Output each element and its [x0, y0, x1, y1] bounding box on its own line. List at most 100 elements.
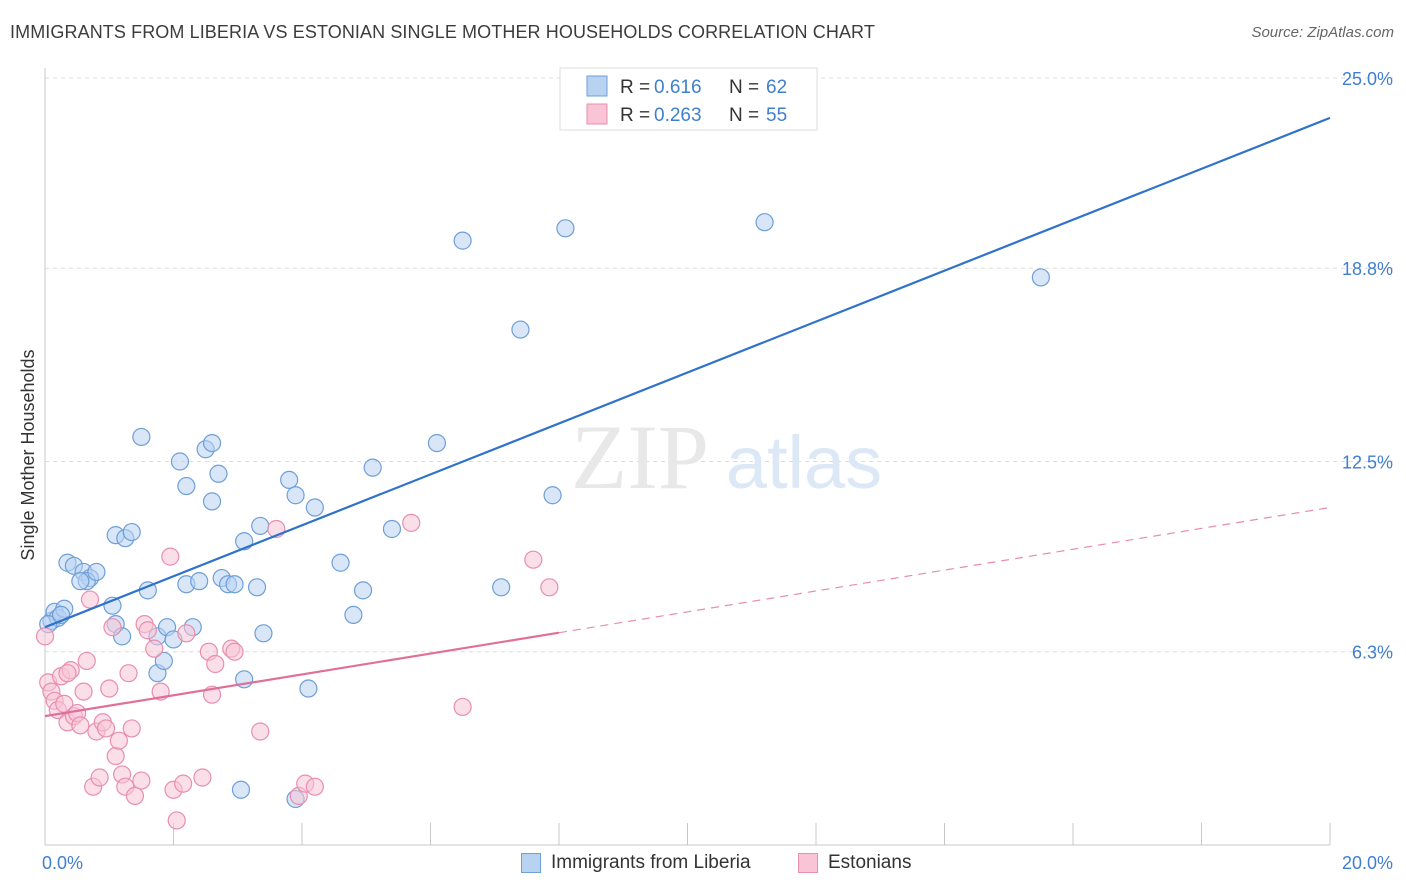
legend-top: R = 0.616 N = 62 R = 0.263 N = 55	[559, 67, 818, 131]
trend-lines	[44, 116, 1331, 718]
pink-point	[167, 811, 186, 830]
blue-point	[453, 231, 472, 250]
pink-point	[453, 697, 472, 717]
source-credit: Source: ZipAtlas.com	[1251, 24, 1394, 41]
pink-point	[90, 768, 109, 787]
blue-point	[251, 516, 270, 536]
pink-trend-line	[44, 631, 560, 718]
blue-point	[71, 572, 90, 591]
x-tick-label: 0.0%	[42, 853, 83, 873]
blue-point	[344, 605, 363, 625]
pink-point	[122, 719, 141, 738]
blue-point	[247, 578, 267, 597]
blue-point	[170, 452, 190, 471]
pink-point	[177, 624, 196, 643]
legend-r-value: 0.616	[654, 77, 702, 98]
pink-trend-line-dashed	[558, 506, 1331, 634]
pink-point	[145, 639, 164, 658]
legend-swatch-blue	[521, 853, 541, 873]
blue-point	[299, 679, 318, 698]
legend-n-label: N =	[729, 105, 759, 126]
watermark-atlas: atlas	[726, 421, 882, 504]
y-tick-label: 12.5%	[1342, 453, 1393, 473]
x-tick-label: 20.0%	[1342, 853, 1393, 873]
blue-point	[132, 427, 151, 447]
legend-n-value: 55	[766, 105, 787, 126]
blue-point	[202, 492, 222, 511]
pink-point	[402, 513, 421, 532]
data-points	[35, 213, 1050, 830]
legend-r-value: 0.263	[654, 105, 702, 126]
pink-point	[161, 547, 180, 566]
pink-point	[58, 664, 77, 683]
legend-label-liberia: Immigrants from Liberia	[551, 852, 751, 873]
pink-point	[103, 618, 122, 637]
blue-point	[427, 433, 447, 453]
watermark-zip: ZIP	[571, 406, 709, 508]
grid-lines	[45, 77, 1395, 653]
legend-swatch-pink	[798, 853, 818, 873]
blue-point	[305, 498, 324, 517]
blue-point	[280, 470, 299, 490]
legend-r-label: R =	[620, 77, 650, 98]
pink-point	[206, 654, 225, 674]
pink-point	[100, 679, 119, 698]
blue-point	[492, 578, 511, 597]
blue-point	[190, 572, 209, 591]
blue-point	[556, 219, 575, 238]
blue-point	[122, 522, 141, 542]
legend-bottom: Immigrants from Liberia Estonians	[0, 852, 1406, 878]
blue-point	[382, 519, 402, 539]
blue-point	[202, 433, 222, 453]
legend-n-value: 62	[766, 77, 787, 98]
y-tick-label: 25.0%	[1342, 69, 1393, 89]
pink-point	[524, 550, 543, 569]
pink-point	[251, 722, 270, 741]
blue-point	[1031, 268, 1050, 287]
pink-point	[132, 771, 151, 790]
pink-point	[138, 621, 157, 640]
pink-point	[80, 590, 100, 609]
legend-r-label: R =	[620, 105, 650, 126]
chart-title: IMMIGRANTS FROM LIBERIA VS ESTONIAN SING…	[10, 22, 875, 42]
blue-point	[154, 651, 173, 671]
blue-point	[353, 581, 373, 600]
watermark: ZIP atlas	[571, 406, 882, 508]
legend-item-liberia: Immigrants from Liberia	[521, 852, 751, 874]
legend-n-label: N =	[729, 77, 759, 98]
pink-point	[109, 731, 128, 750]
blue-point	[87, 562, 106, 582]
blue-point	[286, 486, 305, 505]
tick-labels: 6.3% 12.5% 18.8% 25.0% 0.0% 20.0%	[42, 69, 1393, 873]
pink-point	[305, 777, 324, 796]
pink-point	[77, 651, 96, 671]
blue-point	[231, 780, 251, 799]
blue-point	[225, 575, 244, 594]
blue-point	[209, 464, 228, 483]
legend-swatch-blue	[586, 75, 608, 97]
pink-point	[174, 774, 193, 793]
y-tick-label: 18.8%	[1342, 259, 1393, 279]
pink-point	[96, 719, 116, 738]
legend-swatch-pink	[586, 103, 608, 125]
pink-point	[125, 786, 145, 806]
pink-point	[35, 627, 55, 646]
blue-point	[363, 458, 382, 477]
blue-point	[177, 476, 196, 496]
blue-point	[755, 213, 774, 232]
y-tick-label: 6.3%	[1352, 643, 1393, 663]
pink-point	[225, 642, 244, 661]
pink-point	[193, 768, 212, 787]
pink-point	[74, 682, 93, 701]
blue-trend-line	[44, 116, 1331, 629]
legend-label-estonians: Estonians	[828, 852, 912, 873]
blue-point	[543, 486, 562, 505]
pink-point	[119, 664, 138, 683]
blue-point	[331, 553, 350, 572]
pink-point	[106, 746, 125, 766]
blue-point	[254, 624, 273, 643]
pink-point	[540, 578, 559, 597]
pink-point	[71, 716, 90, 735]
y-axis-label: Single Mother Households	[18, 349, 38, 560]
